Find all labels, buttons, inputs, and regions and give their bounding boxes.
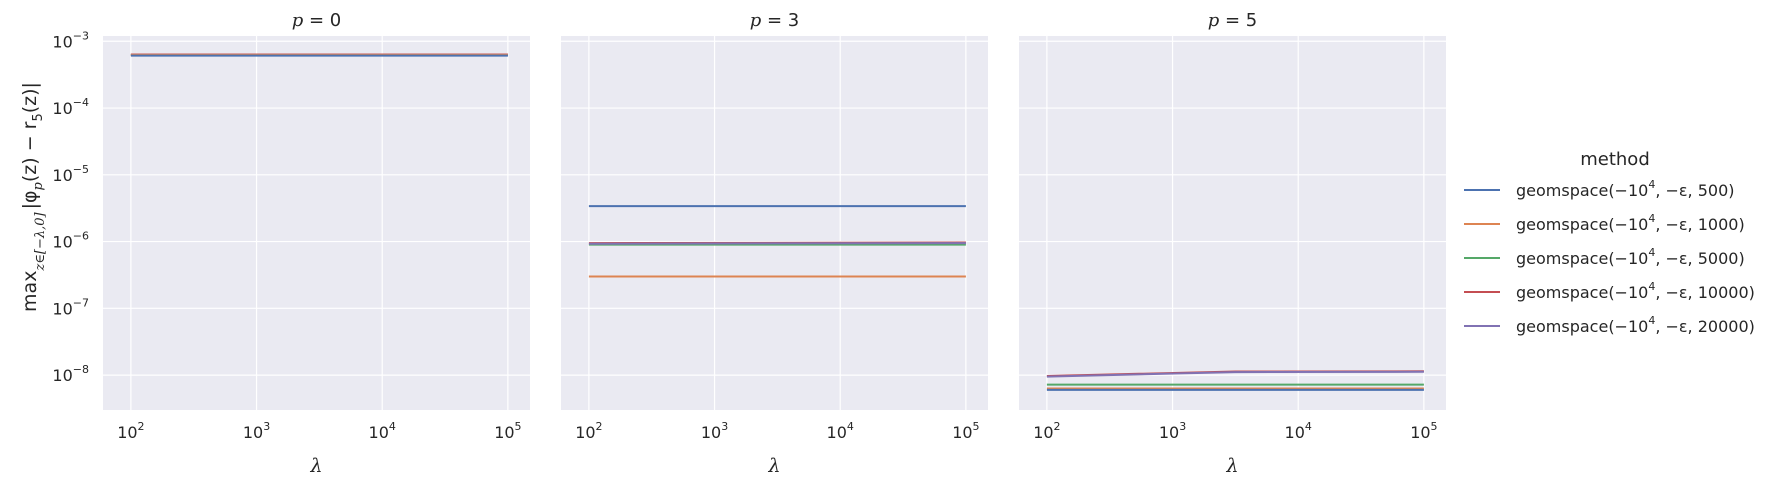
legend-item: geomspace(−104, −ε, 500) bbox=[1464, 178, 1735, 200]
legend: method geomspace(−104, −ε, 500) geomspace… bbox=[1464, 149, 1755, 336]
y-tick-label: 10−4 bbox=[52, 96, 89, 118]
x-axis-label: λ bbox=[767, 455, 780, 477]
legend-item: geomspace(−104, −ε, 20000) bbox=[1464, 314, 1755, 336]
x-tick-label: 105 bbox=[494, 420, 521, 442]
x-axis-label: λ bbox=[309, 455, 322, 477]
legend-label: geomspace(−104, −ε, 500) bbox=[1516, 178, 1735, 200]
plot-background bbox=[103, 36, 530, 410]
y-tick-label: 10−7 bbox=[52, 296, 89, 318]
x-tick-label: 103 bbox=[243, 420, 270, 442]
plot-background bbox=[561, 36, 988, 410]
x-tick-label: 105 bbox=[1410, 420, 1437, 442]
series-line bbox=[588, 242, 966, 245]
plot-background bbox=[1019, 36, 1446, 410]
x-tick-label: 102 bbox=[575, 420, 602, 442]
legend-label: geomspace(−104, −ε, 5000) bbox=[1516, 246, 1745, 268]
y-tick-label: 10−8 bbox=[52, 363, 89, 385]
svg-text:maxz∈[−λ,0]|φp(z) − r5(z)|: maxz∈[−λ,0]|φp(z) − r5(z)| bbox=[19, 82, 48, 312]
legend-item: geomspace(−104, −ε, 5000) bbox=[1464, 246, 1745, 268]
x-tick-label: 103 bbox=[701, 420, 728, 442]
panel-title: p = 0 bbox=[292, 10, 342, 31]
legend-label: geomspace(−104, −ε, 1000) bbox=[1516, 212, 1745, 234]
panel-title: p = 3 bbox=[750, 10, 800, 31]
y-axis-label: maxz∈[−λ,0]|φp(z) − r5(z)| bbox=[19, 82, 48, 312]
panels: 102 103 104 105 10−8 10−7 10−6 10−5 10−4 10−3 p = … bbox=[52, 10, 1446, 477]
legend-title: method bbox=[1580, 149, 1650, 170]
y-tick-label: 10−3 bbox=[52, 29, 89, 51]
legend-item: geomspace(−104, −ε, 1000) bbox=[1464, 212, 1745, 234]
legend-item: geomspace(−104, −ε, 10000) bbox=[1464, 280, 1755, 302]
panel-0: 102 103 104 105 10−8 10−7 10−6 10−5 10−4 10−3 p = … bbox=[52, 10, 530, 477]
legend-label: geomspace(−104, −ε, 10000) bbox=[1516, 280, 1755, 302]
legend-label: geomspace(−104, −ε, 20000) bbox=[1516, 314, 1755, 336]
x-tick-label: 104 bbox=[1285, 420, 1312, 442]
x-tick-label: 102 bbox=[1033, 420, 1060, 442]
panel-2: 102 103 104 105 p = 5 λ bbox=[1019, 10, 1446, 477]
panel-1: 102 103 104 105 p = 3 λ bbox=[561, 10, 988, 477]
x-tick-label: 104 bbox=[369, 420, 396, 442]
x-tick-label: 105 bbox=[952, 420, 979, 442]
x-tick-label: 103 bbox=[1159, 420, 1186, 442]
x-tick-label: 104 bbox=[827, 420, 854, 442]
x-tick-label: 102 bbox=[117, 420, 144, 442]
x-axis-label: λ bbox=[1225, 455, 1238, 477]
y-tick-label: 10−5 bbox=[52, 163, 89, 185]
panel-title: p = 5 bbox=[1208, 10, 1258, 31]
series-line bbox=[1046, 370, 1424, 378]
y-tick-label: 10−6 bbox=[52, 230, 89, 252]
